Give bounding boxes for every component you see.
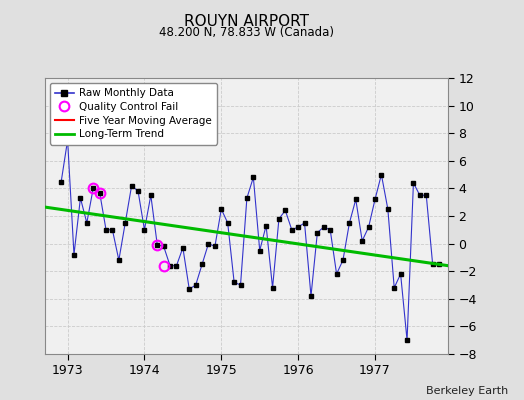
- Text: Berkeley Earth: Berkeley Earth: [426, 386, 508, 396]
- Text: 48.200 N, 78.833 W (Canada): 48.200 N, 78.833 W (Canada): [159, 26, 334, 39]
- Text: ROUYN AIRPORT: ROUYN AIRPORT: [184, 14, 309, 29]
- Legend: Raw Monthly Data, Quality Control Fail, Five Year Moving Average, Long-Term Tren: Raw Monthly Data, Quality Control Fail, …: [50, 83, 217, 144]
